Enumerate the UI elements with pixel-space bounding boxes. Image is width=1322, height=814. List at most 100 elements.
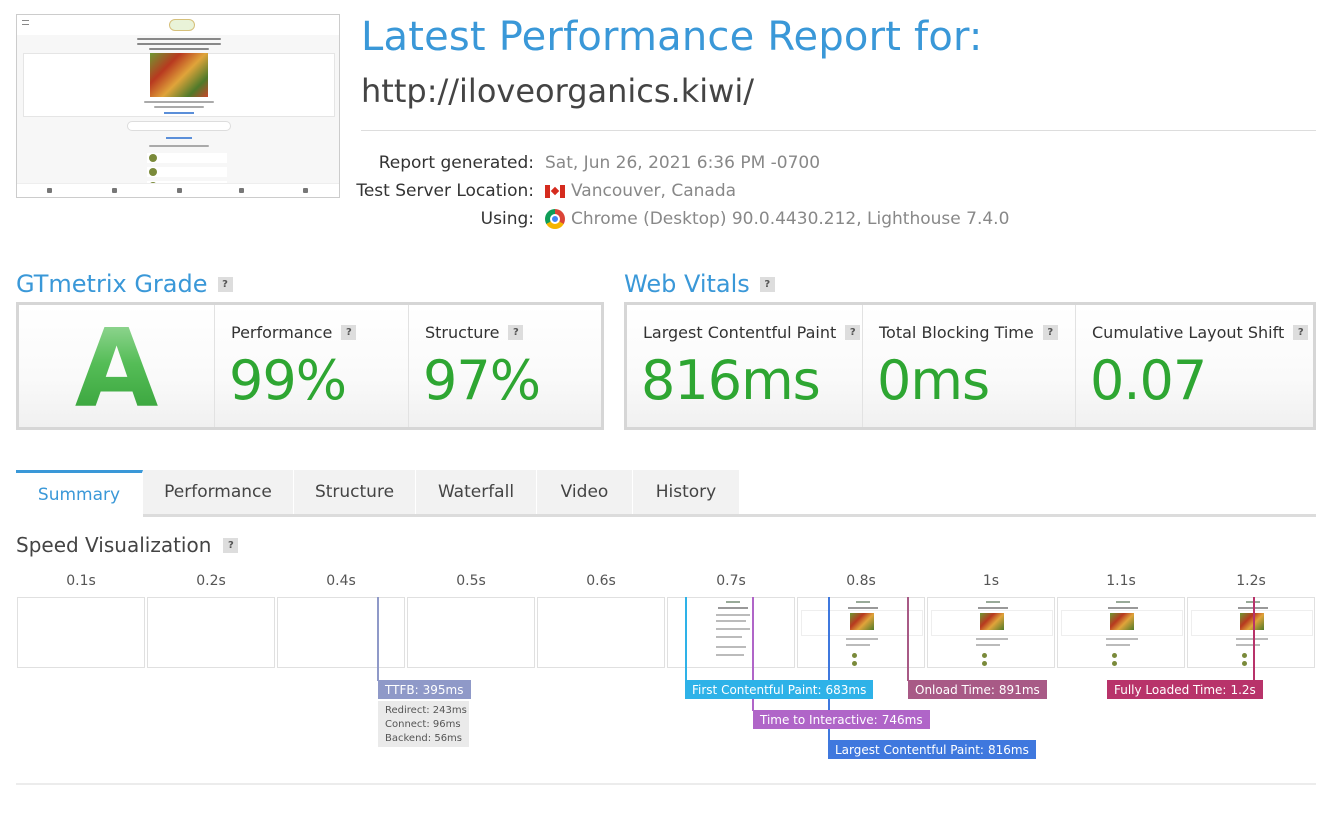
tti-tag-label: Time to Interactive: [760,712,878,727]
help-icon[interactable]: ? [1042,325,1058,340]
help-icon[interactable]: ? [508,325,524,340]
performance-label-text: Performance [231,323,333,342]
using-text: Chrome (Desktop) 90.0.4430.212, Lighthou… [571,209,1010,229]
structure-label-text: Structure [425,323,500,342]
ttfb-tag[interactable]: TTFB: 395ms [378,680,471,699]
tab-video[interactable]: Video [537,470,633,514]
lcp-tag[interactable]: Largest Contentful Paint: 816ms [828,740,1036,759]
performance-label: Performance ? [231,323,357,342]
lcp-tag-value: 816ms [987,742,1029,757]
thumbnail-bottom-nav [17,183,339,197]
filmstrip-frame-blank[interactable] [537,597,665,668]
filmstrip-frame-blank[interactable] [17,597,145,668]
frame-time-label: 1s [982,573,1000,589]
fully-loaded-tag-value: 1.2s [1230,682,1256,697]
tti-tag-value: 746ms [881,712,923,727]
canada-flag-icon [545,184,565,198]
ttfb-breakdown: Redirect: 243ms Connect: 96ms Backend: 5… [378,701,469,747]
help-icon[interactable]: ? [217,276,233,292]
onload-marker-line [907,597,909,681]
filmstrip-frame-loaded[interactable] [1187,597,1315,668]
frame-time-label: 1.2s [1236,573,1266,589]
connect-time: Connect: 96ms [385,719,461,730]
help-icon[interactable]: ? [223,537,239,553]
report-title: Latest Performance Report for: [361,14,983,60]
structure-score: 97% [423,349,541,412]
performance-cell: Performance ? 99% [215,305,409,427]
tab-history[interactable]: History [633,470,740,514]
filmstrip-frame-partial[interactable] [667,597,795,668]
report-url[interactable]: http://iloveorganics.kiwi/ [361,72,754,110]
grade-cell: A [19,305,215,432]
fcp-tag-value: 683ms [825,682,867,697]
gtmetrix-grade-panel: A Performance ? 99% Structure ? 97% [16,302,604,432]
report-generated-text: Sat, Jun 26, 2021 6:36 PM -0700 [545,153,821,173]
filmstrip-frame-loaded[interactable] [927,597,1055,668]
thumbnail-header [17,15,339,35]
lcp-tag-label: Largest Contentful Paint: [835,742,984,757]
lcp-label-text: Largest Contentful Paint [643,323,837,342]
filmstrip-frame-blank[interactable] [277,597,405,668]
server-location-value: Vancouver, Canada [545,181,736,201]
cls-value: 0.07 [1090,349,1207,412]
lcp-label: Largest Contentful Paint ? [643,323,861,342]
gtmetrix-grade-heading: GTmetrix Grade ? [16,270,233,298]
onload-tag-label: Onload Time: [915,682,995,697]
help-icon[interactable]: ? [341,325,357,340]
frame-time-label: 0.7s [716,573,746,589]
onload-tag[interactable]: Onload Time: 891ms [908,680,1047,699]
using-label: Using: [480,209,534,229]
tbt-value: 0ms [877,349,990,412]
tab-waterfall[interactable]: Waterfall [416,470,537,514]
redirect-time: Redirect: 243ms [385,705,467,716]
report-tabs: Summary Performance Structure Waterfall … [16,470,1316,517]
filmstrip-frame-blank[interactable] [147,597,275,668]
grade-letter: A [19,307,214,432]
gtmetrix-grade-heading-text: GTmetrix Grade [16,270,208,298]
server-location-text: Vancouver, Canada [571,181,737,201]
frame-time-label: 0.4s [326,573,356,589]
tab-structure[interactable]: Structure [294,470,416,514]
tab-performance[interactable]: Performance [143,470,294,514]
ttfb-marker-line [377,597,379,681]
backend-time: Backend: 56ms [385,733,463,744]
using-value: Chrome (Desktop) 90.0.4430.212, Lighthou… [545,209,1009,229]
help-icon[interactable]: ? [1293,325,1309,340]
tbt-label-text: Total Blocking Time [879,323,1034,342]
filmstrip-frame-blank[interactable] [407,597,535,668]
chrome-icon [545,209,565,229]
ttfb-tag-value: 395ms [422,682,464,697]
filmstrip-frame-loaded[interactable] [1057,597,1185,668]
fully-loaded-tag-label: Fully Loaded Time: [1114,682,1227,697]
cls-label-text: Cumulative Layout Shift [1092,323,1285,342]
onload-tag-value: 891ms [998,682,1040,697]
frame-time-label: 0.2s [196,573,226,589]
lcp-marker-line [828,597,830,741]
tbt-label: Total Blocking Time ? [879,323,1058,342]
fcp-tag[interactable]: First Contentful Paint: 683ms [685,680,874,699]
tti-marker-line [752,597,754,711]
report-generated-value: Sat, Jun 26, 2021 6:36 PM -0700 [545,153,820,173]
page-screenshot-thumbnail[interactable] [16,14,340,198]
lcp-cell: Largest Contentful Paint ? 816ms [627,305,863,427]
vegetables-image [150,53,208,97]
help-icon[interactable]: ? [845,325,861,340]
help-icon[interactable]: ? [759,276,775,292]
structure-cell: Structure ? 97% [409,305,601,427]
structure-label: Structure ? [425,323,524,342]
tab-summary[interactable]: Summary [16,470,143,517]
web-vitals-heading-text: Web Vitals [624,270,750,298]
speed-visualization-heading: Speed Visualization ? [16,533,239,557]
site-logo-icon [169,19,195,31]
server-location-label: Test Server Location: [356,181,534,201]
header-divider [361,130,1316,131]
lcp-value: 816ms [641,349,821,412]
fcp-marker-line [685,597,687,681]
fully-loaded-tag[interactable]: Fully Loaded Time: 1.2s [1107,680,1263,699]
filmstrip-frame-loaded[interactable] [797,597,925,668]
speed-visualization-heading-text: Speed Visualization [16,533,212,557]
tti-tag[interactable]: Time to Interactive: 746ms [753,710,930,729]
fully-loaded-marker-line [1253,597,1255,681]
report-generated-label: Report generated: [378,153,534,173]
tbt-cell: Total Blocking Time ? 0ms [863,305,1076,427]
